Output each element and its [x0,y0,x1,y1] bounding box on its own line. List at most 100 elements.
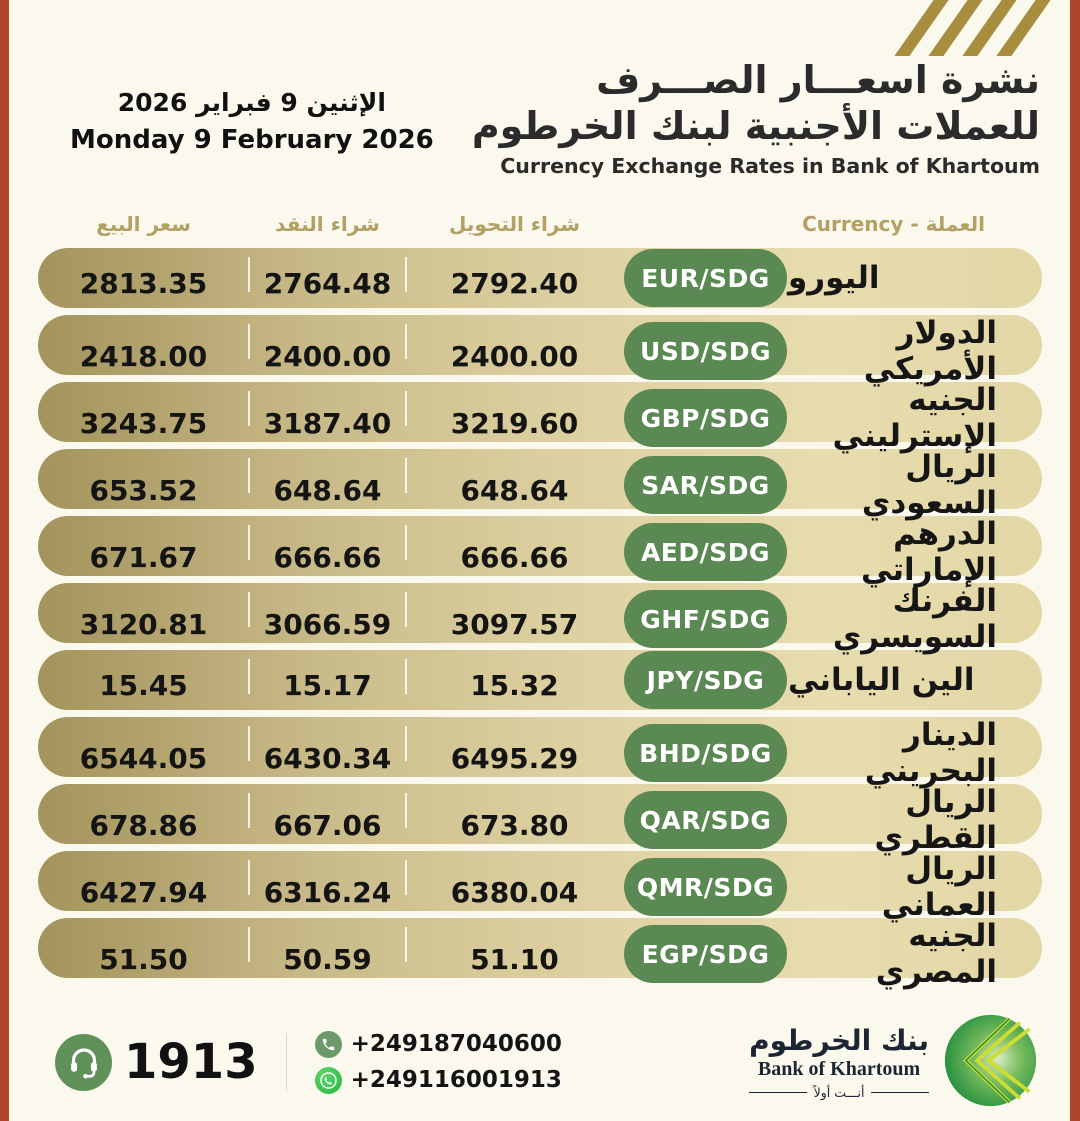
title-english: Currency Exchange Rates in Bank of Khart… [500,154,1040,179]
table-row: 653.52 648.64 648.64 SAR/SDG الريال السع… [38,449,1042,521]
cash-buy-value: 648.64 [249,449,407,521]
currency-code-badge: QAR/SDG [624,791,787,849]
table-row: 3243.75 3187.40 3219.60 GBP/SDG الجنيه ا… [38,382,1042,454]
currency-name-arabic: الدولار الأمريكي [863,315,997,387]
table-row: 2418.00 2400.00 2400.00 USD/SDG الدولار … [38,315,1042,387]
sell-price-value: 6427.94 [38,851,250,923]
phone-icon [314,1030,342,1058]
cash-buy-value: 15.17 [249,650,407,710]
left-red-border [0,0,9,1121]
cash-buy-value: 666.66 [249,516,407,588]
bank-globe-icon [943,1013,1038,1112]
transfer-buy-value: 3219.60 [450,407,579,440]
currency-code-badge: BHD/SDG [624,724,787,782]
currency-name-arabic: الجنيه المصري [875,918,997,990]
cash-buy-value: 2400.00 [249,315,407,387]
table-row: 6427.94 6316.24 6380.04 QMR/SDG الريال ا… [38,851,1042,923]
currency-name-arabic: الفرنك السويسري [832,583,997,655]
currency-code-pill-wrap: QAR/SDG [623,784,788,856]
sell-price-value: 653.52 [38,449,250,521]
header-transfer-buy: شراء التحويل [449,212,580,236]
sell-price-value: 15.45 [38,650,250,710]
sell-price-value: 51.50 [38,918,250,990]
whatsapp-number: +249116001913 [350,1067,562,1093]
currency-code-pill-wrap: EGP/SDG [623,918,788,990]
table-row: 3120.81 3066.59 3097.57 GHF/SDG الفرنك ا… [38,583,1042,655]
sell-price-value: 3243.75 [38,382,250,454]
currency-code-badge: QMR/SDG [624,858,787,916]
currency-code-pill-wrap: JPY/SDG [623,650,788,710]
currency-code-badge: USD/SDG [624,322,787,380]
currency-code-pill-wrap: SAR/SDG [623,449,788,521]
sell-price-value: 2418.00 [38,315,250,387]
rates-table: سعر البيع شراء النقد شراء التحويل العملة… [38,212,1042,990]
whatsapp-icon [314,1066,342,1094]
table-row: 2813.35 2764.48 2792.40 EUR/SDG اليورو [38,248,1042,308]
tagline-rule [871,1092,929,1093]
contacts: +249187040600 +249116001913 [314,1030,562,1094]
header-cash-buy: شراء النقد [275,212,380,236]
title-arabic-line2: للعملات الأجنبية لبنك الخرطوم [471,103,1040,148]
cash-buy-value: 667.06 [249,784,407,856]
right-red-border [1070,0,1080,1121]
footer-divider [285,1033,287,1091]
currency-code-pill-wrap: GHF/SDG [623,583,788,655]
header-sell-price: سعر البيع [96,212,191,236]
transfer-buy-value: 648.64 [460,474,569,507]
transfer-buy-value: 673.80 [460,809,569,842]
currency-code-badge: GBP/SDG [624,389,787,447]
cash-buy-value: 6430.34 [249,717,407,789]
cash-buy-value: 2764.48 [249,248,407,308]
table-row: 678.86 667.06 673.80 QAR/SDG الريال القط… [38,784,1042,856]
currency-code-badge: AED/SDG [624,523,787,581]
footer: 1913 +249187040600 [55,1012,1038,1112]
sell-price-value: 2813.35 [38,248,250,308]
tagline-rule [749,1092,807,1093]
transfer-buy-value: 15.32 [470,669,559,702]
sell-price-value: 671.67 [38,516,250,588]
cash-buy-value: 6316.24 [249,851,407,923]
bank-logo-text: بنك الخرطوم Bank of Khartoum أنـــت أولا… [749,1024,929,1100]
phone-number: +249187040600 [350,1031,562,1057]
bank-tagline-arabic: أنـــت أولاً [813,1085,865,1100]
cash-buy-value: 3187.40 [249,382,407,454]
transfer-buy-value: 2400.00 [450,340,579,373]
currency-name-arabic: الريال السعودي [861,449,997,521]
headset-icon [55,1033,112,1091]
currency-code-pill-wrap: AED/SDG [623,516,788,588]
currency-name-arabic: الجنيه الإسترليني [832,382,997,454]
currency-name-arabic: اليورو [788,260,880,296]
gold-diagonal-stripes [894,0,1052,56]
sell-price-value: 3120.81 [38,583,250,655]
currency-code-pill-wrap: EUR/SDG [623,248,788,308]
date-block: الإثنين 9 فبراير 2026 Monday 9 February … [70,58,434,155]
transfer-buy-value: 666.66 [460,541,569,574]
whatsapp-contact: +249116001913 [314,1066,562,1094]
title-arabic-line1: نشرة اسعـــار الصـــرف [596,58,1040,102]
currency-code-badge: SAR/SDG [624,456,787,514]
hotline-block: 1913 +249187040600 [55,1030,562,1094]
currency-code-badge: EGP/SDG [624,925,787,983]
transfer-buy-value: 51.10 [470,943,559,976]
table-header-row: سعر البيع شراء النقد شراء التحويل العملة… [38,212,1042,236]
bank-tagline: أنـــت أولاً [749,1085,929,1100]
header: الإثنين 9 فبراير 2026 Monday 9 February … [70,58,1040,178]
currency-name-arabic: الريال العماني [881,851,997,923]
currency-code-pill-wrap: BHD/SDG [623,717,788,789]
currency-name-arabic: الدينار البحريني [864,717,997,789]
transfer-buy-value: 2792.40 [450,267,579,300]
currency-code-badge: GHF/SDG [624,590,787,648]
currency-code-badge: JPY/SDG [624,651,787,709]
sell-price-value: 6544.05 [38,717,250,789]
cash-buy-value: 3066.59 [249,583,407,655]
table-row: 671.67 666.66 666.66 AED/SDG الدرهم الإم… [38,516,1042,588]
date-english: Monday 9 February 2026 [70,125,434,155]
currency-code-pill-wrap: QMR/SDG [623,851,788,923]
hotline-number: 1913 [124,1034,258,1090]
date-arabic: الإثنين 9 فبراير 2026 [117,88,386,117]
table-row: 6544.05 6430.34 6495.29 BHD/SDG الدينار … [38,717,1042,789]
sell-price-value: 678.86 [38,784,250,856]
bank-name-english: Bank of Khartoum [757,1058,921,1080]
currency-name-arabic: الدرهم الإماراتي [860,516,997,588]
